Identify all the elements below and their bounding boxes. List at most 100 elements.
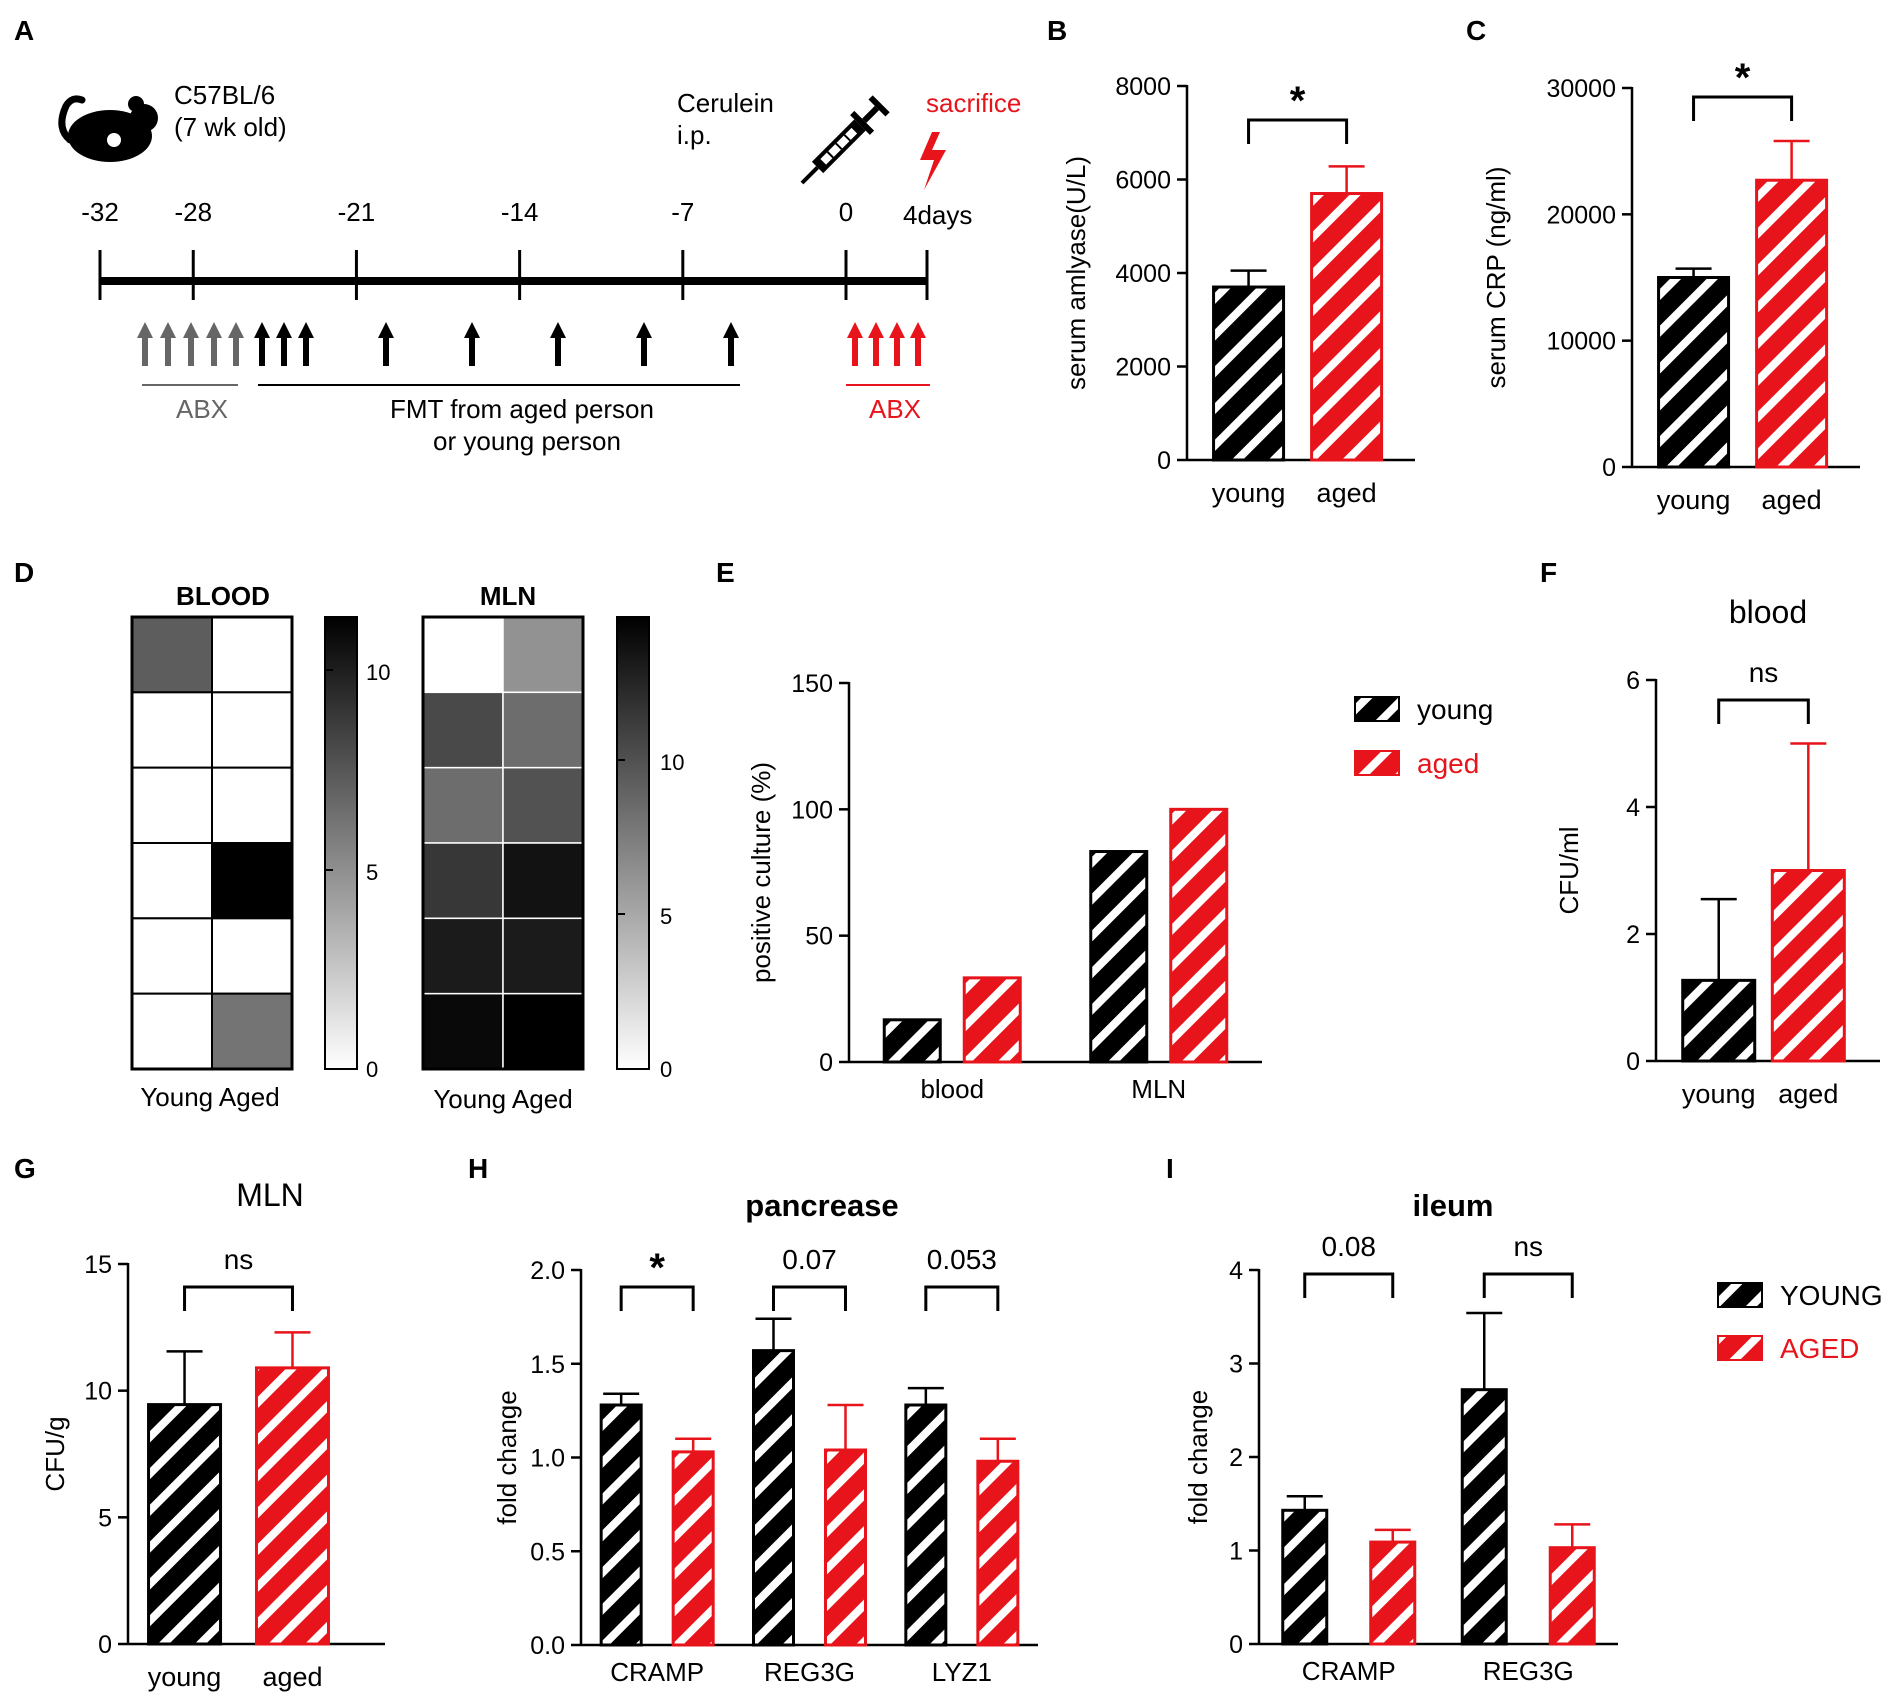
y-tick-label: 0 xyxy=(1602,454,1616,482)
legend-label: YOUNG xyxy=(1780,1280,1883,1311)
colorscale-blood-label: 10 xyxy=(366,660,390,685)
y-tick-label: 4 xyxy=(1229,1257,1243,1285)
bar-aged xyxy=(1548,1546,1596,1646)
x-tick-label: aged xyxy=(1762,485,1822,515)
significance-label: 0.08 xyxy=(1322,1231,1377,1262)
panel-letter-g: G xyxy=(14,1153,36,1184)
significance-label: 0.07 xyxy=(782,1244,837,1275)
x-tick-label: MLN xyxy=(1131,1074,1186,1104)
bar-aged xyxy=(824,1448,867,1647)
significance-label: 0.053 xyxy=(927,1244,997,1275)
significance-bracket xyxy=(1692,95,1794,121)
colorscale-mln-label: 5 xyxy=(660,904,672,929)
timeline-tick-label: -7 xyxy=(671,197,694,227)
x-tick-label: young xyxy=(1212,478,1286,508)
y-tick-label: 1.0 xyxy=(530,1445,565,1473)
heatmap-cell xyxy=(422,691,504,769)
panel-letter-a: A xyxy=(14,15,34,46)
abx-pre-arrow-head xyxy=(183,322,199,338)
y-tick-label: 2 xyxy=(1626,921,1640,949)
bar-young xyxy=(1281,1508,1329,1646)
x-tick-label: REG3G xyxy=(764,1657,855,1687)
colorscale-blood-label: 5 xyxy=(366,860,378,885)
bar-young xyxy=(752,1349,795,1647)
abx-pre-label: ABX xyxy=(176,394,228,424)
bar-aged xyxy=(671,1450,715,1647)
abx-post-arrow-head xyxy=(847,322,863,338)
legend: YOUNG AGED xyxy=(1717,1280,1883,1364)
bar-aged xyxy=(1770,869,1846,1063)
legend-swatch-aged xyxy=(1354,750,1400,776)
heatmap-cell xyxy=(502,917,584,995)
timeline-tick-label: -28 xyxy=(174,197,212,227)
panel-d: D BLOOD MLN 10 5 0 10 5 0 Young Aged You… xyxy=(14,557,684,1114)
abx-post-label: ABX xyxy=(869,394,921,424)
panel-letter-h: H xyxy=(468,1153,488,1184)
legend-label: AGED xyxy=(1780,1333,1859,1364)
heatmap-cell xyxy=(131,766,213,845)
bar-young xyxy=(1212,285,1286,462)
y-tick-label: 0 xyxy=(1157,447,1171,475)
x-tick-label: young xyxy=(148,1662,222,1692)
panel-letter-f: F xyxy=(1540,557,1557,588)
heatmap-cell xyxy=(422,917,504,995)
heatmap-cell xyxy=(211,917,293,995)
x-tick-label: REG3G xyxy=(1483,1656,1574,1686)
legend-label: young xyxy=(1417,694,1493,725)
significance-bracket xyxy=(1247,118,1349,144)
y-tick-label: 10 xyxy=(84,1378,112,1406)
chart-title: ileum xyxy=(1413,1188,1494,1223)
timeline-tick-label: -32 xyxy=(81,197,119,227)
heatmap-mln xyxy=(421,615,585,1071)
y-tick-label: 2000 xyxy=(1115,354,1171,382)
colorscale-blood-label: 0 xyxy=(366,1057,378,1082)
age-label: (7 wk old) xyxy=(174,112,287,142)
lightning-icon xyxy=(920,132,946,190)
x-tick-label: aged xyxy=(262,1662,322,1692)
y-tick-label: 100 xyxy=(791,796,833,824)
bar-young xyxy=(599,1403,643,1647)
significance-label: ns xyxy=(1749,657,1779,688)
fmt-arrow-head xyxy=(254,322,270,338)
x-tick-label: aged xyxy=(1317,478,1377,508)
heatmap-cell xyxy=(211,691,293,769)
legend: young aged xyxy=(1354,694,1493,779)
heatmap-blood-xlabels: Young Aged xyxy=(140,1082,279,1112)
heatmap-frame xyxy=(130,615,294,1071)
timeline-tick-label: -14 xyxy=(501,197,539,227)
heatmap-cell xyxy=(131,917,213,995)
heatmap-cell xyxy=(131,691,213,769)
y-tick-label: 10000 xyxy=(1546,328,1616,356)
bar-young xyxy=(1681,978,1757,1063)
y-tick-label: 8000 xyxy=(1115,73,1171,101)
heatmap-cell xyxy=(502,842,584,920)
legend-label: aged xyxy=(1417,748,1479,779)
bar-aged xyxy=(254,1366,330,1646)
mouse-icon xyxy=(58,95,158,162)
heatmap-cell xyxy=(502,992,584,1070)
x-tick-label: blood xyxy=(920,1074,984,1104)
abx-pre-arrow-head xyxy=(160,322,176,338)
chart-G: G MLN 0 5 10 15 CFU/g young aged ns xyxy=(14,1153,385,1692)
y-axis-title: positive culture (%) xyxy=(746,762,776,983)
heatmap-cell xyxy=(211,766,293,845)
significance-bracket xyxy=(772,1285,847,1311)
significance-label: * xyxy=(1290,79,1306,123)
heatmap-frame xyxy=(421,615,585,1071)
panel-letter-c: C xyxy=(1466,15,1486,46)
timeline-arrows xyxy=(137,322,926,366)
significance-label: * xyxy=(1735,56,1751,100)
y-axis-title: serum CRP (ng/ml) xyxy=(1481,166,1511,388)
x-tick-label: CRAMP xyxy=(610,1657,704,1687)
y-tick-label: 1 xyxy=(1229,1538,1243,1566)
bar-young xyxy=(1460,1388,1508,1646)
y-tick-label: 2 xyxy=(1229,1444,1243,1472)
abx-pre-arrow-head xyxy=(228,322,244,338)
y-tick-label: 3 xyxy=(1229,1351,1243,1379)
fmt-arrow-head xyxy=(636,322,652,338)
chart-E: E 0 50 100 150 positive culture (%) blood MLN yo… xyxy=(716,557,1493,1104)
x-tick-label: young xyxy=(1682,1079,1756,1109)
